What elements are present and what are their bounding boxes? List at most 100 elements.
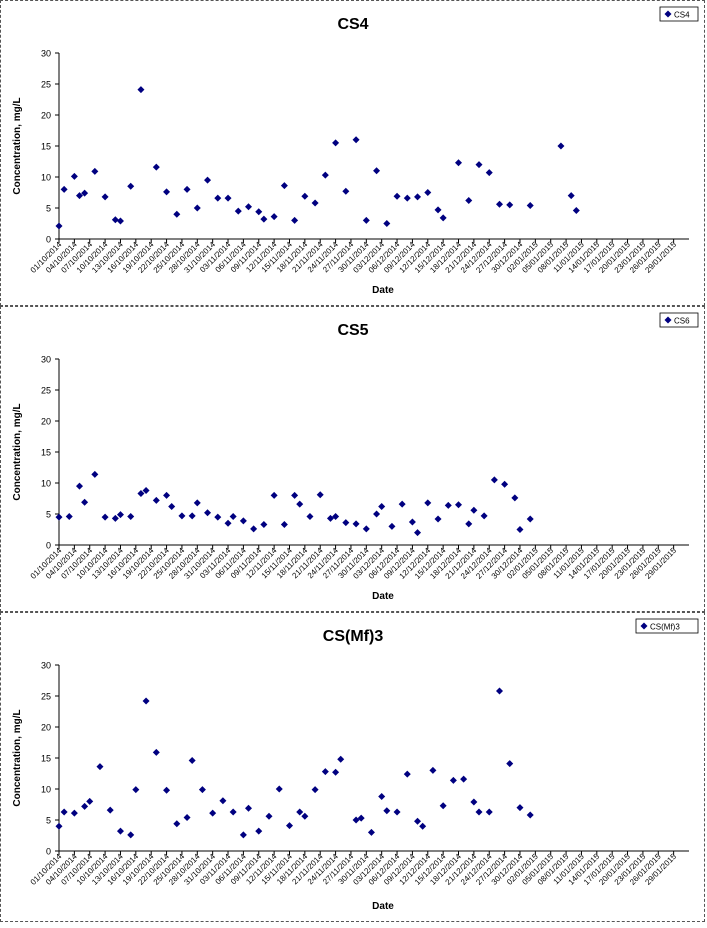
data-point [316, 491, 324, 499]
data-point [75, 482, 83, 490]
legend: CS4 [659, 6, 699, 22]
data-point [470, 798, 478, 806]
data-point [70, 809, 78, 817]
data-point [142, 697, 150, 705]
data-point [260, 215, 268, 223]
data-point [96, 763, 104, 771]
x-axis-label: Date [372, 591, 394, 602]
data-point [485, 169, 493, 177]
data-point [455, 159, 463, 167]
data-point [193, 499, 201, 507]
y-tick-label: 20 [41, 723, 51, 733]
data-point [460, 775, 468, 783]
data-point [116, 827, 124, 835]
legend-label: CS4 [674, 11, 690, 20]
data-point [424, 189, 432, 196]
y-tick-label: 25 [41, 80, 51, 90]
data-point [495, 687, 503, 695]
data-point [511, 494, 519, 502]
data-point [245, 203, 253, 211]
data-point [388, 522, 396, 530]
data-point [60, 808, 68, 816]
y-tick-label: 25 [41, 692, 51, 702]
y-tick-label: 30 [41, 49, 51, 59]
data-point [255, 827, 263, 835]
y-tick-label: 0 [46, 235, 51, 245]
legend-box [635, 618, 699, 634]
data-point [414, 817, 422, 825]
legend-box [659, 312, 699, 328]
data-point [152, 496, 160, 504]
data-point [234, 207, 242, 215]
y-tick-label: 20 [41, 111, 51, 121]
data-point [490, 476, 498, 484]
x-axis-label: Date [372, 901, 394, 912]
y-tick-label: 10 [41, 479, 51, 489]
y-tick-label: 30 [41, 355, 51, 365]
data-point [506, 760, 514, 768]
data-point [214, 194, 222, 202]
chart-title: CS4 [337, 16, 368, 33]
data-point [214, 513, 222, 521]
data-point [434, 515, 442, 523]
data-point [173, 210, 181, 218]
x-axis-label: Date [372, 285, 394, 296]
data-point [245, 804, 253, 812]
data-point [173, 820, 181, 828]
data-point [219, 797, 227, 805]
y-tick-label: 5 [46, 816, 51, 826]
data-point [367, 828, 375, 836]
data-point [229, 808, 237, 816]
data-point [116, 511, 124, 519]
data-point [163, 491, 171, 499]
y-tick-label: 0 [46, 847, 51, 857]
y-tick-label: 15 [41, 448, 51, 458]
data-point [127, 512, 135, 520]
chart-title: CS5 [337, 322, 368, 339]
data-point [270, 213, 278, 221]
data-point [70, 172, 78, 180]
data-point [429, 766, 437, 774]
data-point [111, 514, 119, 522]
data-point [275, 785, 283, 793]
data-point [101, 513, 109, 521]
data-point [163, 188, 171, 196]
data-point [301, 192, 309, 200]
data-point [383, 807, 391, 815]
data-point [224, 519, 232, 527]
data-point [480, 512, 488, 520]
y-axis-label: Concentration, mg/L [12, 709, 23, 806]
data-point [301, 812, 309, 820]
data-point [239, 517, 247, 525]
data-point [178, 512, 186, 520]
legend-box [659, 6, 699, 22]
data-point [306, 512, 314, 520]
data-point [393, 192, 401, 200]
data-point [378, 792, 386, 800]
y-tick-label: 15 [41, 142, 51, 152]
data-point [55, 822, 63, 830]
y-tick-label: 30 [41, 661, 51, 671]
legend-marker-icon [640, 622, 648, 630]
data-point [163, 786, 171, 794]
data-point [439, 214, 447, 222]
data-point [106, 806, 114, 814]
data-point [449, 776, 457, 784]
data-point [424, 499, 432, 507]
y-tick-label: 5 [46, 510, 51, 520]
legend-marker-icon [664, 316, 672, 324]
legend: CS(Mf)3 [635, 618, 699, 634]
data-point [198, 786, 206, 794]
data-point [326, 514, 334, 522]
legend-marker-icon [664, 10, 672, 18]
legend: CS6 [659, 312, 699, 328]
data-point [224, 194, 232, 202]
data-point [342, 519, 350, 527]
data-point [296, 500, 304, 508]
y-tick-label: 0 [46, 541, 51, 551]
data-point [403, 770, 411, 778]
data-point [204, 509, 212, 517]
data-point [280, 182, 288, 190]
data-point [311, 786, 319, 794]
data-point [188, 756, 196, 764]
